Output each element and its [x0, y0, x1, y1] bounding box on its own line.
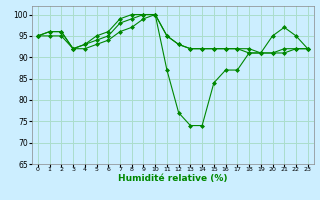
X-axis label: Humidité relative (%): Humidité relative (%) [118, 174, 228, 183]
